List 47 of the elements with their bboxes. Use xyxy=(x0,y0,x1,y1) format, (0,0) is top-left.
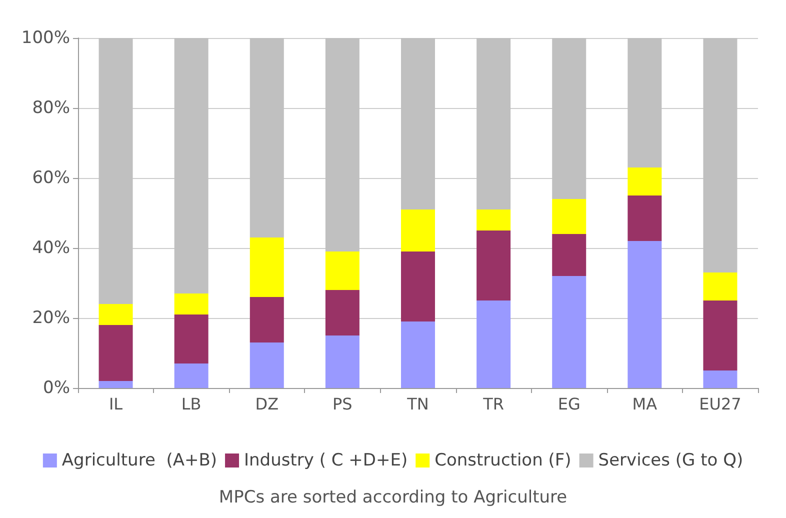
y-tick-label: 80% xyxy=(32,98,70,118)
bar xyxy=(325,252,360,290)
bar xyxy=(703,370,738,388)
bar xyxy=(628,196,662,241)
bar xyxy=(703,272,738,300)
legend-label: Industry ( C +D+E) xyxy=(244,450,408,470)
bar xyxy=(98,304,133,325)
x-tick-label: TR xyxy=(482,394,504,414)
bar xyxy=(628,241,662,388)
x-tick-label: PS xyxy=(332,394,352,414)
bar xyxy=(174,314,208,364)
legend-label: Services (G to Q) xyxy=(598,450,744,470)
legend-label: Construction (F) xyxy=(434,450,572,470)
text: MPCs are sorted according to Agriculture xyxy=(218,488,568,508)
bar xyxy=(552,276,586,388)
bar xyxy=(552,199,586,234)
bar xyxy=(552,234,586,276)
y-tick-label: 60% xyxy=(32,168,70,188)
bar xyxy=(250,297,284,342)
x-tick-label: LB xyxy=(181,394,202,414)
bar xyxy=(476,300,511,388)
bar xyxy=(476,230,511,300)
x-tick-label: MA xyxy=(632,394,658,414)
x-tick-label: TN xyxy=(406,394,429,414)
bar xyxy=(401,210,435,252)
x-tick-label: EU27 xyxy=(699,394,742,414)
bar xyxy=(250,238,284,297)
y-tick-label: 20% xyxy=(32,308,70,328)
bar xyxy=(401,322,435,388)
bar xyxy=(325,290,360,336)
x-tick-label: IL xyxy=(108,394,123,414)
bar xyxy=(98,325,133,381)
bar xyxy=(250,342,284,388)
y-tick-label: 40% xyxy=(32,238,70,258)
bar xyxy=(174,364,208,388)
x-tick-label: EG xyxy=(558,394,580,414)
x-tick-label: DZ xyxy=(255,394,279,414)
bar xyxy=(174,294,208,314)
y-tick-label: 0% xyxy=(43,378,70,398)
bar xyxy=(325,336,360,388)
legend-label: Agriculture (A+B) xyxy=(62,450,218,470)
bar xyxy=(476,210,511,230)
bar xyxy=(98,381,133,388)
bar xyxy=(628,168,662,196)
y-tick-label: 100% xyxy=(21,28,70,48)
bar xyxy=(703,300,738,370)
bar xyxy=(401,252,435,322)
